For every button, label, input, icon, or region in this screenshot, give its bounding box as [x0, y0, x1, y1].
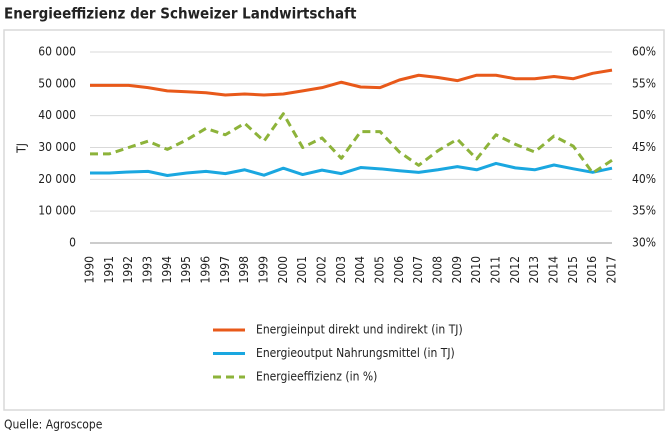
y-tick-label: 60 000: [38, 45, 76, 59]
y-tick-label: 0: [69, 236, 76, 250]
y2-tick-label: 55%: [632, 76, 656, 90]
x-tick-label: 1994: [160, 256, 174, 284]
legend-label: Energieeffizienz (in %): [256, 370, 377, 384]
y2-tick-label: 45%: [632, 140, 656, 154]
x-tick-label: 2004: [353, 256, 367, 284]
x-tick-label: 2017: [605, 256, 619, 283]
legend-label: Energieoutput Nahrungsmittel (in TJ): [256, 346, 455, 360]
x-tick-label: 2006: [392, 256, 406, 284]
y-tick-label: 10 000: [38, 204, 76, 218]
x-tick-label: 2011: [489, 256, 503, 283]
chart-title: Energieeffizienz der Schweizer Landwirts…: [4, 5, 357, 23]
x-tick-label: 2015: [566, 256, 580, 283]
x-tick-label: 1991: [102, 256, 116, 283]
x-tick-label: 2010: [469, 256, 483, 284]
x-tick-label: 2003: [334, 256, 348, 283]
x-tick-label: 1995: [179, 256, 193, 283]
x-tick-label: 1992: [121, 256, 135, 283]
x-tick-label: 1997: [218, 256, 232, 283]
line-series: [90, 68, 613, 97]
x-tick-label: 1999: [257, 256, 271, 284]
y2-tick-label: 35%: [632, 204, 656, 218]
x-tick-label: 2005: [373, 256, 387, 283]
x-tick-label: 1998: [237, 256, 251, 284]
x-tick-label: 1996: [199, 256, 213, 284]
y2-tick-label: 50%: [632, 108, 656, 122]
line-series: [90, 161, 613, 178]
x-tick-label: 2012: [508, 256, 522, 283]
x-tick-label: 2016: [585, 256, 599, 284]
line-series: [90, 112, 613, 175]
y2-tick-label: 30%: [632, 236, 656, 250]
y-tick-label: 30 000: [38, 140, 76, 154]
x-tick-label: 1990: [83, 256, 97, 284]
x-tick-label: 2009: [450, 256, 464, 284]
x-tick-label: 2001: [295, 256, 309, 283]
x-tick-label: 2002: [315, 256, 329, 283]
x-tick-label: 2008: [431, 256, 445, 284]
y-tick-label: 50 000: [38, 76, 76, 90]
y-axis-label: TJ: [15, 143, 29, 154]
x-tick-label: 1993: [141, 256, 155, 283]
y-tick-label: 40 000: [38, 108, 76, 122]
source: Quelle: Agroscope: [4, 418, 103, 432]
chart-frame: [3, 29, 665, 411]
x-tick-label: 2014: [547, 256, 561, 284]
x-tick-label: 2013: [527, 256, 541, 283]
x-tick-label: 2000: [276, 256, 290, 284]
y2-tick-label: 60%: [632, 45, 656, 59]
y2-tick-label: 40%: [632, 172, 656, 186]
x-tick-label: 2007: [411, 256, 425, 283]
y-tick-label: 20 000: [38, 172, 76, 186]
legend-label: Energieinput direkt und indirekt (in TJ): [256, 323, 463, 337]
